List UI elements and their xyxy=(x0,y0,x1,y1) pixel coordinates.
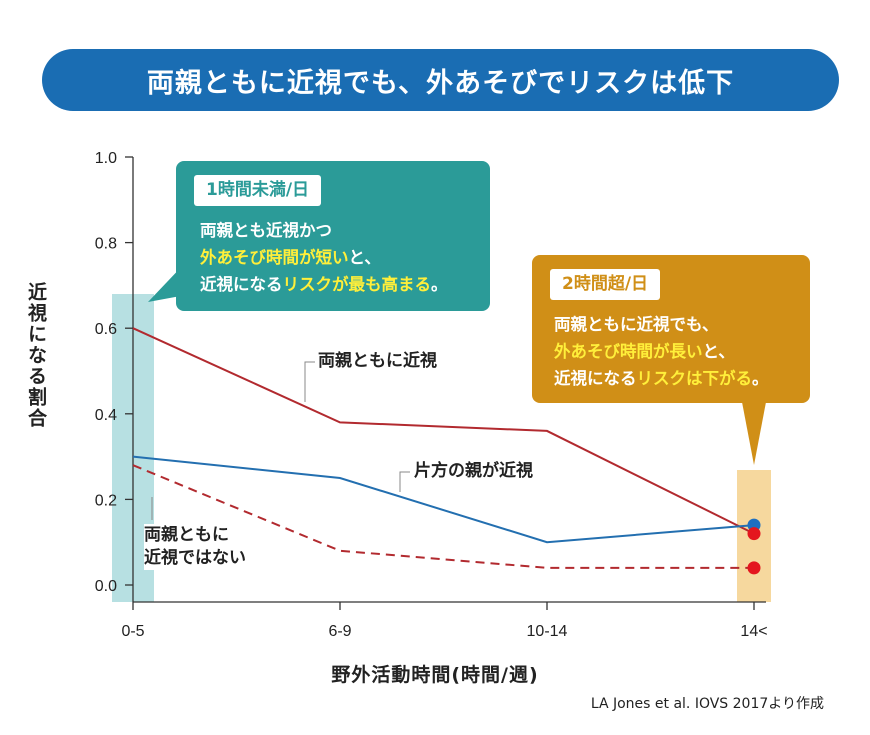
x-tick-label: 14< xyxy=(740,623,767,640)
callout-high-line3-post: 。 xyxy=(752,369,769,388)
callout-low-line1: 両親とも近視かつ xyxy=(200,221,332,240)
callout-high-line1: 両親ともに近視でも、 xyxy=(554,315,719,334)
series-label-neither-line2: 近視ではない xyxy=(144,548,246,568)
y-tick-label: 1.0 xyxy=(95,150,117,167)
callout-high-line3: 近視になるリスクは下がる。 xyxy=(554,365,769,392)
y-tick-label: 0.2 xyxy=(95,492,117,509)
callout-low-line3-pre: 近視になる xyxy=(200,275,283,294)
callout-high-text: 両親ともに近視でも、 外あそび時間が長いと、 近視になるリスクは下がる。 xyxy=(554,311,769,392)
callout-high-pointer xyxy=(742,402,766,465)
callout-low-highlight1: 外あそび時間が短い xyxy=(200,248,349,267)
data-point-dot xyxy=(747,561,761,575)
leader-one-parent xyxy=(399,471,410,492)
callout-high-line2: 外あそび時間が長いと、 xyxy=(554,338,769,365)
callout-low-text: 両親とも近視かつ 外あそび時間が短いと、 近視になるリスクが最も高まる。 xyxy=(200,217,448,298)
y-tick-label: 0.0 xyxy=(95,578,117,595)
callout-low-line2: 外あそび時間が短いと、 xyxy=(200,244,448,271)
chart-title-banner: 両親ともに近視でも、外あそびでリスクは低下 xyxy=(42,49,839,111)
x-tick-label: 6-9 xyxy=(328,623,351,640)
callout-high-tag: 2時間超/日 xyxy=(550,269,661,300)
series-line-one-parent xyxy=(132,455,755,544)
callout-low-line2-rest: と、 xyxy=(348,248,381,267)
callout-low-activity: 1時間未満/日 両親とも近視かつ 外あそび時間が短いと、 近視になるリスクが最も… xyxy=(176,161,490,311)
source-credit: LA Jones et al. IOVS 2017より作成 xyxy=(590,696,824,712)
callout-low-line3: 近視になるリスクが最も高まる。 xyxy=(200,271,448,298)
callout-low-line3-post: 。 xyxy=(431,275,448,294)
series-line-neither-parent xyxy=(132,464,754,569)
series-label-neither-parent: 両親ともに 近視ではない xyxy=(144,524,246,570)
callout-high-highlight1: 外あそび時間が長い xyxy=(554,342,703,361)
callout-high-highlight2: リスクは下がる xyxy=(636,369,753,388)
x-tick-label: 10-14 xyxy=(527,623,568,640)
callout-high-line3-pre: 近視になる xyxy=(554,369,637,388)
y-tick-label: 0.8 xyxy=(95,236,117,253)
data-point-dot xyxy=(747,527,761,541)
y-tick-label: 0.6 xyxy=(95,321,117,338)
x-axis-label: 野外活動時間(時間/週) xyxy=(331,664,539,686)
x-tick-label: 0-5 xyxy=(121,623,144,640)
series-label-neither-line1: 両親ともに xyxy=(144,525,229,545)
y-tick-label: 0.4 xyxy=(95,407,117,424)
series-line-both-parents xyxy=(132,327,755,535)
callout-high-line2-rest: と、 xyxy=(702,342,735,361)
callout-low-tag: 1時間未満/日 xyxy=(194,175,322,206)
chart-title: 両親ともに近視でも、外あそびでリスクは低下 xyxy=(146,67,735,99)
leader-both-parents xyxy=(304,361,315,402)
series-label-one-parent: 片方の親が近視 xyxy=(414,461,533,481)
series-label-both-parents: 両親ともに近視 xyxy=(318,351,437,371)
callout-low-highlight2: リスクが最も高まる xyxy=(282,275,432,294)
callout-high-activity: 2時間超/日 両親ともに近視でも、 外あそび時間が長いと、 近視になるリスクは下… xyxy=(532,255,810,403)
y-axis-label: 近視になる割合 xyxy=(25,282,47,429)
